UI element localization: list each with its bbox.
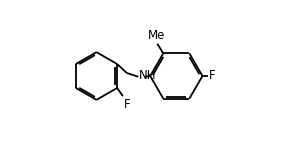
Text: F: F [209,69,216,83]
Text: Me: Me [148,29,166,42]
Text: F: F [123,98,130,111]
Text: NH: NH [139,69,156,83]
